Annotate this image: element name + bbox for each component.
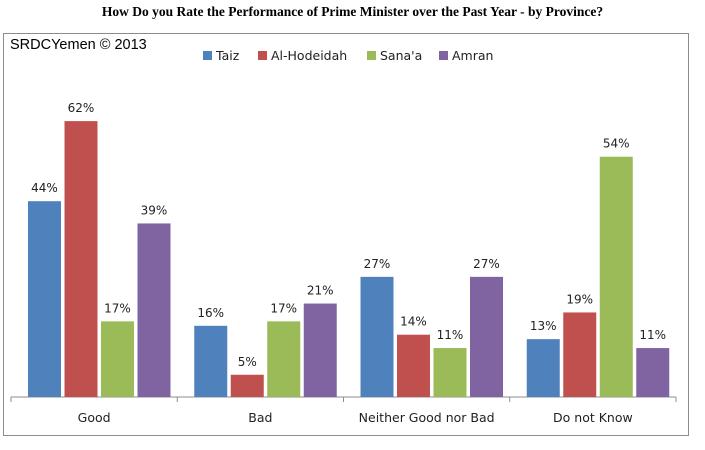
data-label: 14% [400, 315, 427, 329]
legend-swatch [258, 51, 267, 60]
data-label: 21% [307, 284, 334, 298]
bar-amran-2 [470, 276, 503, 397]
data-label: 27% [364, 257, 391, 271]
bar-amran-0 [137, 223, 171, 397]
legend-swatch [439, 51, 448, 60]
bar-sana-a-1 [267, 321, 301, 397]
category-label: Neither Good nor Bad [359, 410, 495, 425]
legend-label: Taiz [215, 48, 240, 63]
data-label: 62% [68, 101, 95, 115]
bar-al-hodeidah-2 [397, 334, 430, 397]
legend-swatch [367, 51, 376, 60]
data-label: 11% [639, 328, 666, 342]
data-label: 27% [473, 257, 500, 271]
bar-al-hodeidah-1 [230, 374, 264, 397]
data-label: 11% [437, 328, 464, 342]
category-label: Do not Know [553, 410, 633, 425]
bar-amran-1 [303, 303, 337, 397]
bar-sana-a-0 [101, 321, 134, 397]
data-label: 13% [530, 319, 557, 333]
data-label: 19% [566, 292, 593, 306]
bar-taiz-1 [194, 325, 228, 397]
legend-label: Sana'a [380, 48, 422, 63]
category-label: Good [78, 410, 111, 425]
data-label: 16% [197, 306, 224, 320]
data-label: 44% [31, 181, 58, 195]
source-watermark: SRDCYemen © 2013 [10, 37, 147, 53]
bar-al-hodeidah-3 [563, 312, 597, 397]
data-label: 54% [603, 137, 630, 151]
chart-title: How Do you Rate the Performance of Prime… [101, 4, 604, 19]
bar-sana-a-3 [599, 156, 633, 397]
data-label: 39% [141, 203, 168, 217]
bar-taiz-3 [526, 339, 560, 397]
legend-label: Amran [452, 48, 493, 63]
category-label: Bad [248, 410, 272, 425]
data-label: 5% [238, 355, 257, 369]
data-label: 17% [104, 301, 131, 315]
data-label: 17% [270, 301, 297, 315]
bar-taiz-0 [28, 201, 61, 397]
bar-al-hodeidah-0 [64, 121, 98, 397]
bar-sana-a-2 [433, 348, 467, 397]
legend-swatch [203, 51, 212, 60]
bar-taiz-2 [360, 276, 394, 397]
bar-amran-3 [636, 348, 670, 397]
legend-label: Al-Hodeidah [271, 48, 347, 63]
